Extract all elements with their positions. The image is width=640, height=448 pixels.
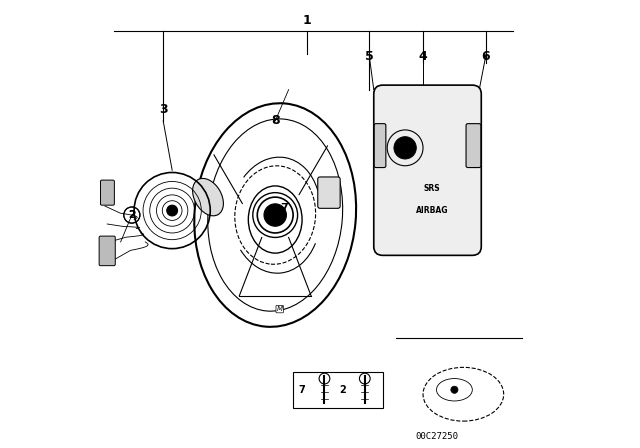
Text: 2: 2 (129, 210, 135, 220)
Bar (293, 372, 383, 408)
Text: 5: 5 (365, 49, 374, 63)
Ellipse shape (193, 178, 223, 216)
Text: SRS: SRS (424, 184, 440, 193)
FancyBboxPatch shape (317, 177, 340, 208)
Text: 7: 7 (268, 210, 274, 220)
FancyBboxPatch shape (100, 180, 115, 205)
Circle shape (167, 205, 177, 216)
Text: 4: 4 (419, 49, 428, 63)
Text: M: M (276, 306, 283, 312)
Circle shape (451, 386, 458, 393)
FancyBboxPatch shape (374, 85, 481, 255)
Text: AIRBAG: AIRBAG (416, 206, 448, 215)
Text: 2: 2 (128, 210, 136, 220)
Text: 2: 2 (339, 385, 346, 395)
FancyBboxPatch shape (99, 236, 115, 266)
Text: 00C27250: 00C27250 (415, 432, 458, 441)
FancyBboxPatch shape (466, 124, 481, 168)
Circle shape (394, 137, 417, 159)
Circle shape (264, 204, 287, 226)
Text: 1: 1 (302, 13, 311, 27)
FancyBboxPatch shape (374, 124, 386, 168)
Text: 7: 7 (299, 385, 305, 395)
Text: 8: 8 (271, 114, 280, 128)
Text: 6: 6 (481, 49, 490, 63)
Text: 7: 7 (280, 203, 288, 213)
Text: 3: 3 (159, 103, 168, 116)
